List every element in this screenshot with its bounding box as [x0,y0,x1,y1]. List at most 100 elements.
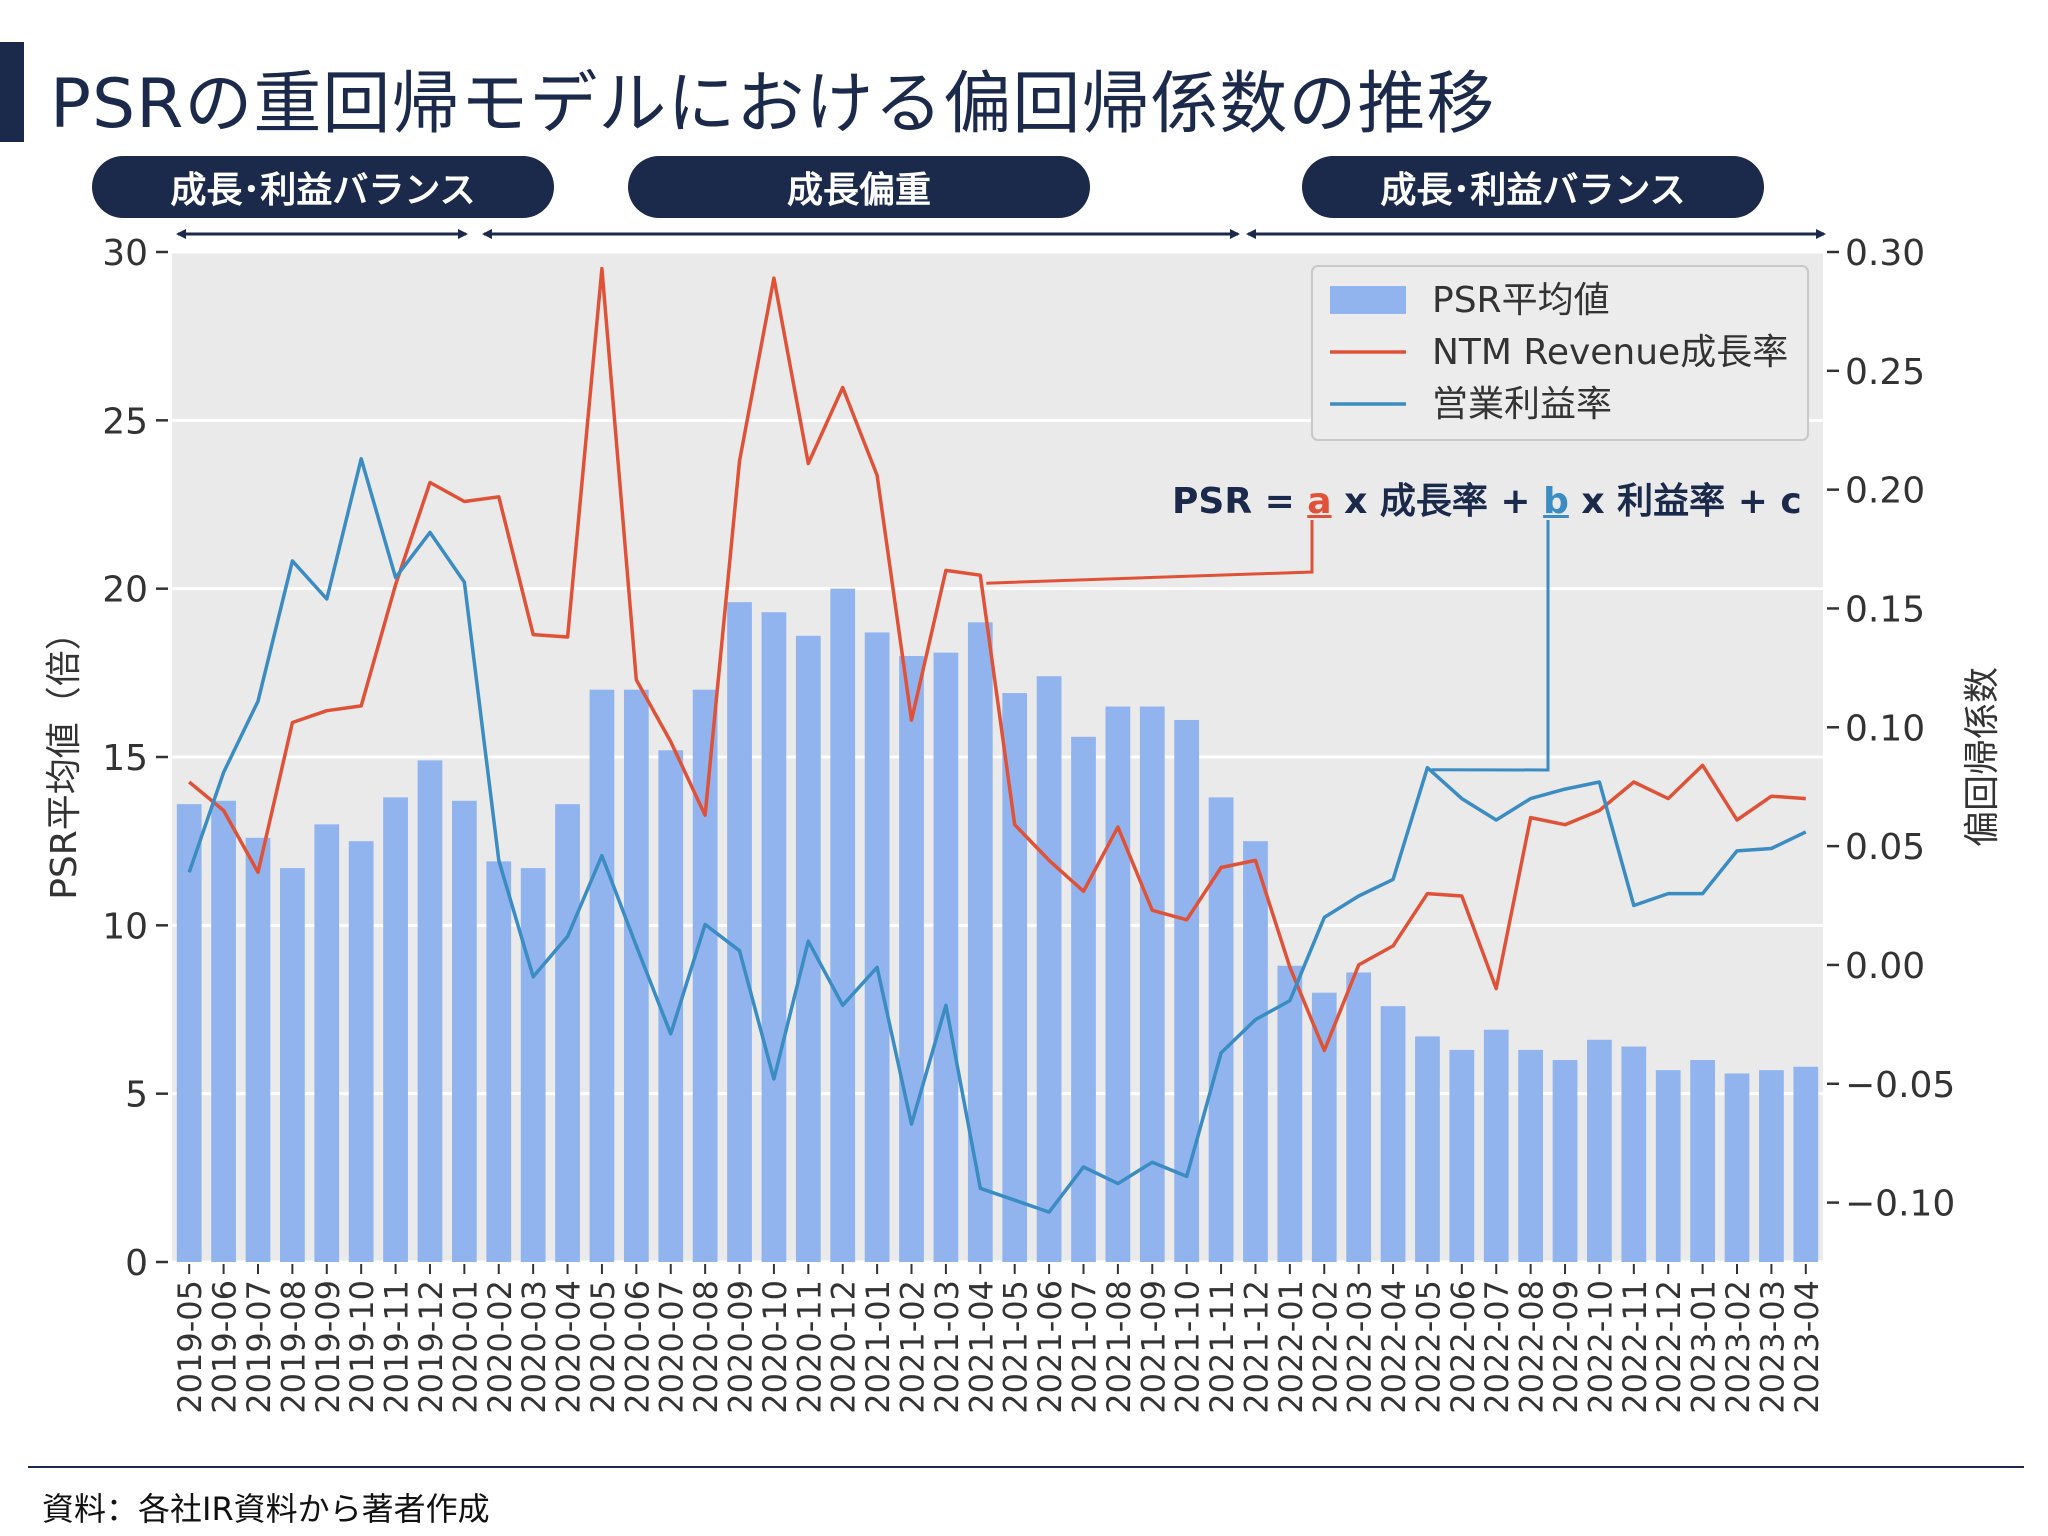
right-tick-label: 0.15 [1845,589,1925,630]
bar-2019-07 [245,837,271,1262]
x-tick-label: 2021-04 [962,1280,1000,1414]
legend-swatch-bars [1330,286,1406,314]
bar-2019-05 [176,804,202,1262]
bar-2020-08 [692,689,718,1262]
bar-2022-05 [1415,1036,1440,1262]
bar-2019-08 [280,868,305,1262]
x-tick-label: 2022-10 [1581,1280,1619,1414]
title-accent-bar [0,42,24,142]
x-tick-label: 2021-09 [1134,1280,1172,1414]
x-tick-label: 2023-04 [1788,1280,1826,1414]
equation-mid-1: x 成長率 + [1331,481,1544,522]
x-tick-label: 2019-12 [412,1280,450,1414]
x-tick-label: 2019-10 [343,1280,381,1414]
right-tick-label: 0.05 [1845,827,1925,868]
bar-2020-10 [761,612,787,1262]
bar-2021-01 [864,632,890,1262]
x-tick-label: 2022-01 [1272,1280,1310,1414]
x-tick-label: 2021-06 [1031,1280,1069,1414]
x-tick-label: 2020-06 [618,1280,656,1414]
bar-2022-09 [1552,1060,1578,1262]
page-title: PSRの重回帰モデルにおける偏回帰係数の推移 [50,65,1496,144]
bar-2020-01 [451,800,477,1262]
x-tick-label: 2022-09 [1547,1280,1585,1414]
equation-prefix: PSR = [1172,481,1308,522]
bar-2021-04 [967,622,993,1262]
right-tick-label: 0.30 [1845,233,1925,274]
bar-2021-11 [1208,797,1234,1262]
bar-2021-12 [1243,841,1268,1262]
bar-2020-11 [795,635,821,1262]
x-tick-label: 2020-05 [584,1280,622,1414]
left-tick-label: 10 [102,906,148,947]
bar-2023-04 [1793,1066,1819,1262]
phase-label-1: 成長･利益バランス [92,156,554,218]
x-tick-label: 2019-11 [378,1280,416,1414]
x-tick-label: 2021-12 [1237,1280,1275,1414]
bar-2019-06 [211,800,236,1262]
left-tick-label: 25 [102,401,148,442]
bar-2022-06 [1449,1049,1475,1262]
bar-2020-05 [589,689,615,1262]
bar-2022-01 [1277,965,1303,1262]
bar-2020-06 [623,689,649,1262]
x-tick-label: 2022-11 [1616,1280,1654,1414]
left-tick-label: 15 [102,738,148,779]
x-tick-label: 2020-10 [756,1280,794,1414]
bar-2022-03 [1346,972,1372,1262]
right-tick-label: 0.10 [1845,708,1925,749]
bar-2022-12 [1655,1070,1681,1262]
phase-label-3: 成長･利益バランス [1302,156,1764,218]
equation-mid-2: x 利益率 + c [1568,481,1802,522]
bar-2021-06 [1036,676,1062,1262]
x-tick-label: 2020-09 [722,1280,760,1414]
callout-b-connector [1431,520,1550,772]
x-tick-label: 2023-02 [1719,1280,1757,1414]
callout-a-connector [986,520,1314,585]
bar-2019-09 [314,824,340,1262]
x-tick-label: 2022-08 [1513,1280,1551,1414]
series-line-margin [187,457,1807,1214]
x-tick-label: 2020-07 [653,1280,691,1414]
x-tick-label: 2020-11 [790,1280,828,1414]
y-axis-title: PSR平均値（倍） [44,614,85,900]
bar-2022-04 [1380,1006,1406,1262]
x-tick-label: 2021-07 [1065,1280,1103,1414]
x-tick-label: 2020-03 [515,1280,553,1414]
coefficient-a: a [1307,481,1332,522]
x-tick-label: 2021-08 [1100,1280,1138,1414]
x-tick-label: 2019-06 [206,1280,244,1414]
coefficient-b: b [1543,481,1569,522]
x-tick-label: 2021-11 [1203,1280,1241,1414]
x-tick-label: 2020-04 [550,1280,588,1414]
y-axis-right-title: 偏回帰係数 [1962,667,2003,847]
phase-label-2: 成長偏重 [628,156,1090,218]
right-tick-label: 0.20 [1845,471,1925,512]
bar-2021-10 [1174,719,1200,1262]
left-tick-label: 20 [102,570,148,611]
regression-equation: PSR = a x 成長率 + b x 利益率 + c [1172,472,1802,524]
left-tick-label: 0 [125,1243,148,1284]
bar-2023-02 [1724,1073,1750,1262]
bar-2022-11 [1621,1046,1647,1262]
bar-2022-10 [1587,1039,1612,1262]
bar-2022-08 [1518,1049,1544,1262]
right-tick-label: −0.05 [1845,1065,1955,1106]
left-tick-label: 30 [102,233,148,274]
x-tick-label: 2023-03 [1753,1280,1791,1414]
x-tick-label: 2021-02 [894,1280,932,1414]
bar-2019-11 [383,797,408,1262]
x-tick-label: 2023-01 [1685,1280,1723,1414]
bar-2021-05 [1002,693,1028,1262]
left-tick-label: 5 [125,1075,148,1116]
x-tick-label: 2020-12 [825,1280,863,1414]
legend-label-margin: 営業利益率 [1432,384,1612,425]
x-tick-label: 2021-05 [997,1280,1035,1414]
right-tick-label: 0.25 [1845,352,1925,393]
bar-2020-04 [555,804,580,1262]
bar-2020-09 [727,602,752,1262]
x-tick-label: 2022-03 [1341,1280,1379,1414]
x-tick-label: 2021-03 [928,1280,966,1414]
